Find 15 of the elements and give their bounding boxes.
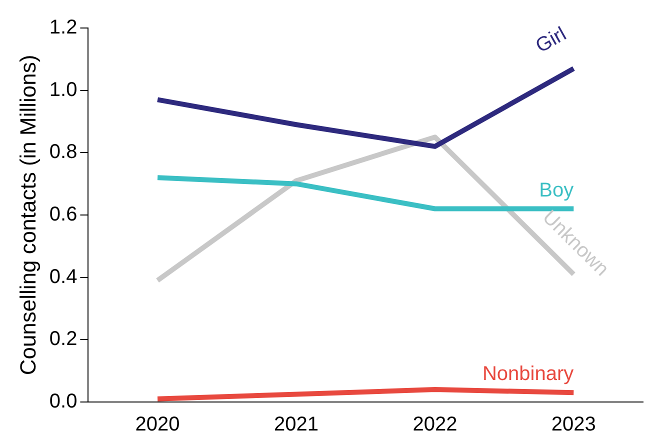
y-axis-title: Counselling contacts (in Millions) bbox=[15, 54, 40, 376]
y-tick-label: 0.6 bbox=[49, 204, 78, 226]
y-tick-label: 0.4 bbox=[49, 266, 78, 288]
x-tick-label: 2022 bbox=[412, 414, 458, 436]
y-tick-label: 0.0 bbox=[49, 390, 78, 413]
y-tick-label: 1.2 bbox=[49, 16, 78, 39]
text: Girl bbox=[532, 23, 570, 58]
x-tick-label: 2023 bbox=[551, 414, 596, 436]
y-tick-label: 1.0 bbox=[49, 78, 78, 101]
x-tick-label: 2020 bbox=[135, 414, 180, 436]
series-label: Boy bbox=[539, 179, 574, 202]
series-label: Nonbinary bbox=[482, 363, 574, 386]
x-tick-label: 2021 bbox=[274, 414, 318, 436]
y-tick-label: 0.2 bbox=[49, 328, 78, 350]
y-tick-label: 0.8 bbox=[49, 141, 78, 164]
